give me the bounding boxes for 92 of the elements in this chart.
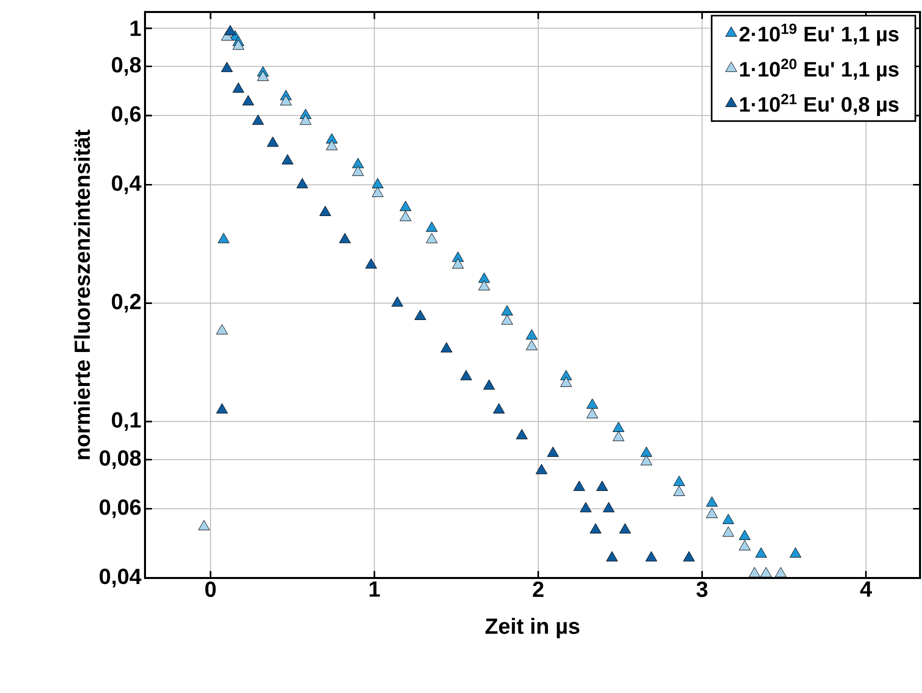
point: [706, 508, 718, 518]
point: [391, 296, 404, 307]
point: [516, 429, 528, 440]
point: [372, 178, 384, 188]
point: [748, 567, 760, 578]
point: [606, 551, 618, 562]
point: [352, 158, 364, 168]
point: [526, 329, 538, 340]
legend-label: 1·10$^{21}$ Eu' 0,8 µs: [740, 94, 899, 116]
point: [706, 496, 718, 507]
point: [252, 114, 264, 125]
point: [352, 166, 364, 176]
point: [365, 258, 377, 269]
point: [216, 324, 228, 334]
point: [586, 398, 598, 409]
point: [400, 210, 412, 222]
x-tick-label: 0: [205, 582, 216, 598]
x-tick-label: 4: [860, 582, 872, 597]
point: [296, 178, 308, 188]
point: [645, 551, 658, 562]
point: [774, 567, 787, 578]
y-tick-label: 0,8: [112, 57, 141, 76]
point: [326, 140, 338, 150]
legend-label: 1·10$^{20}$ Eu' 1,1 µs: [740, 58, 899, 81]
x-axis-title: Zeit in µs: [485, 618, 580, 638]
point: [738, 530, 751, 540]
point: [619, 523, 631, 534]
point: [300, 114, 312, 125]
y-tick-label: 0,08: [100, 450, 141, 469]
point: [232, 82, 244, 93]
point: [573, 480, 586, 491]
point: [319, 206, 332, 216]
point: [242, 95, 254, 106]
point: [266, 136, 279, 147]
y-tick-label: 0,2: [112, 294, 141, 312]
x-tick-label: 2: [532, 582, 544, 597]
point: [400, 200, 412, 212]
point: [483, 379, 495, 390]
y-tick-label: 1: [130, 20, 141, 36]
point: [216, 403, 228, 414]
point: [221, 62, 233, 72]
point: [760, 567, 772, 578]
point: [440, 342, 452, 352]
point: [372, 186, 384, 198]
point: [560, 376, 572, 387]
point: [586, 408, 598, 418]
point: [612, 430, 624, 442]
point: [602, 502, 615, 512]
point: [547, 446, 559, 457]
point: [280, 95, 292, 106]
point: [478, 280, 490, 290]
point: [218, 232, 230, 244]
point: [501, 305, 513, 316]
point: [282, 154, 294, 164]
point: [722, 514, 734, 524]
point: [640, 455, 652, 466]
point: [257, 70, 269, 81]
point: [526, 340, 538, 350]
point: [673, 476, 686, 486]
point: [460, 370, 472, 380]
point: [198, 520, 210, 530]
y-tick-label: 0,04: [100, 568, 142, 588]
point: [426, 232, 438, 244]
point: [493, 403, 505, 414]
x-tick-label: 1: [370, 582, 380, 597]
point: [612, 422, 624, 432]
point: [478, 272, 490, 283]
point: [683, 551, 695, 562]
legend-label: 2·10$^{19}$ Eu' 1,1 µs: [740, 24, 899, 46]
point: [426, 222, 438, 232]
point: [501, 314, 513, 325]
y-tick-label: 0,6: [112, 106, 141, 125]
point: [580, 502, 592, 512]
point: [790, 547, 802, 558]
point: [640, 446, 652, 457]
point: [452, 258, 464, 269]
y-tick-label: 0,4: [112, 175, 142, 194]
x-tick-label: 3: [696, 582, 708, 598]
y-axis-title: normierte Fluoreszenzintensität: [74, 130, 90, 460]
point: [414, 310, 426, 320]
point: [232, 40, 244, 50]
point: [738, 540, 751, 550]
y-tick-label: 0,06: [100, 499, 141, 518]
point: [755, 547, 767, 558]
point: [596, 480, 608, 491]
point: [224, 25, 236, 36]
point: [722, 526, 734, 537]
point: [673, 486, 686, 496]
point: [339, 232, 351, 244]
point: [536, 464, 548, 474]
y-tick-label: 0,1: [112, 412, 141, 431]
point: [590, 523, 602, 534]
